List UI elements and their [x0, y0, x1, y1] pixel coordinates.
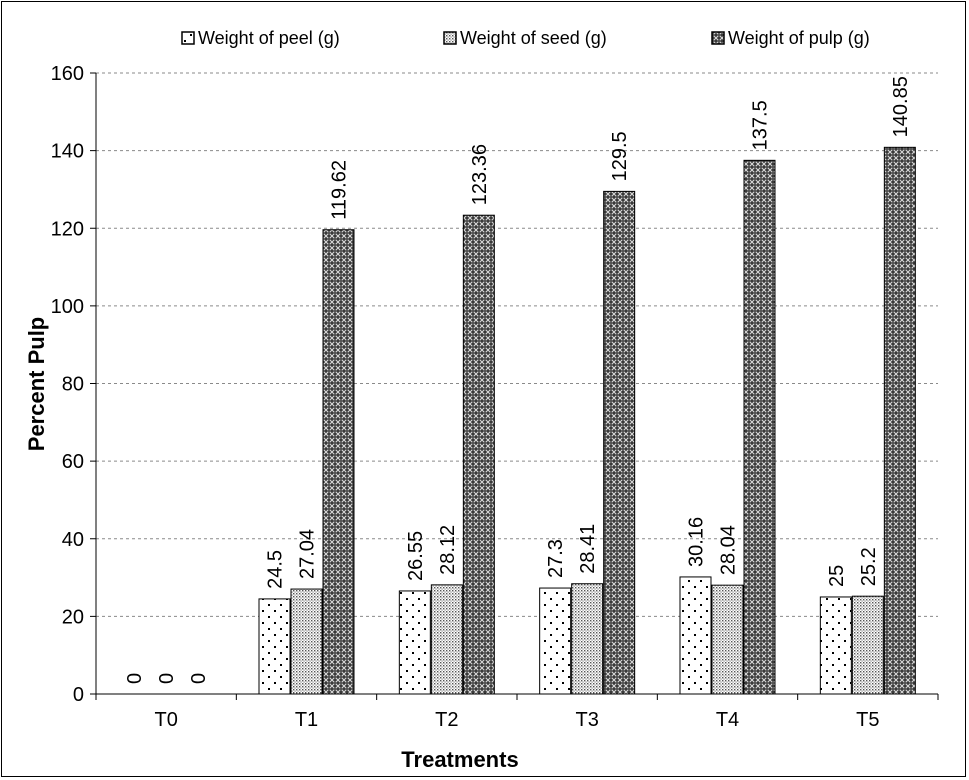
data-label-T0-series-2: 0: [156, 673, 178, 684]
bar-T4-series-1: [679, 576, 712, 695]
gridlines: [96, 72, 938, 617]
y-tick-label: 0: [73, 684, 84, 706]
bar-T3-series-2: [571, 583, 604, 695]
x-tick-label-T4: T4: [716, 709, 739, 731]
data-label-T4-series-2: 28.04: [718, 525, 740, 575]
x-axis-title: Treatments: [401, 747, 518, 772]
data-label-T4-series-3: 137.5: [750, 100, 772, 150]
bar-T2-series-1: [398, 590, 431, 695]
bar-T5-series-3: [883, 146, 916, 695]
y-tick-label: 80: [62, 374, 84, 396]
x-tick-label-T3: T3: [575, 709, 598, 731]
legend-label-2: Weight of seed (g): [460, 28, 607, 48]
data-label-T2-series-2: 28.12: [437, 525, 459, 575]
data-label-T2-series-1: 26.55: [405, 531, 427, 581]
bar-T1-series-2: [290, 588, 323, 695]
legend-label-3: Weight of pulp (g): [728, 28, 870, 48]
data-label-T5-series-1: 25: [826, 565, 848, 587]
y-tick-label: 100: [51, 296, 84, 318]
data-label-T1-series-1: 24.5: [265, 550, 287, 589]
data-label-T5-series-3: 140.85: [890, 76, 912, 137]
legend: Weight of peel (g) Weight of seed (g) Weig…: [181, 28, 870, 48]
bar-T1-series-3: [322, 229, 355, 695]
x-tick-label-T0: T0: [154, 709, 177, 731]
bar-T3-series-1: [539, 587, 572, 695]
x-tick-label-T1: T1: [295, 709, 318, 731]
bar-T2-series-2: [430, 584, 463, 695]
y-tick-label: 20: [62, 606, 84, 628]
x-tick-label-T5: T5: [856, 709, 879, 731]
legend-swatch-2: [443, 31, 457, 45]
data-label-T4-series-1: 30.16: [686, 517, 708, 567]
bar-T5-series-1: [819, 596, 852, 695]
data-label-T0-series-3: 0: [188, 673, 210, 684]
bar-T1-series-1: [258, 598, 291, 695]
y-tick-label: 40: [62, 529, 84, 551]
data-label-T3-series-3: 129.5: [609, 131, 631, 181]
bar-T3-series-3: [603, 190, 636, 695]
data-label-T5-series-2: 25.2: [858, 547, 880, 586]
legend-swatch-3: [711, 31, 725, 45]
axes: 0 20 40 60 80 100 120 140 160 T0 T1 T2 T3 T4 T5: [51, 63, 939, 731]
y-tick-label: 140: [51, 141, 84, 163]
data-label-T2-series-3: 123.36: [469, 144, 491, 205]
y-tick-label: 60: [62, 451, 84, 473]
data-label-T1-series-2: 27.04: [297, 529, 319, 579]
y-axis-title: Percent Pulp: [24, 317, 49, 451]
legend-swatch-1: [181, 31, 195, 45]
bars: [258, 146, 916, 695]
x-tick-label-T2: T2: [435, 709, 458, 731]
bar-T5-series-2: [851, 595, 884, 695]
bar-T4-series-3: [743, 159, 776, 695]
bar-T2-series-3: [462, 214, 495, 695]
data-label-T3-series-2: 28.41: [577, 524, 599, 574]
legend-label-1: Weight of peel (g): [198, 28, 340, 48]
y-tick-label: 160: [51, 63, 84, 85]
y-tick-label: 120: [51, 218, 84, 240]
data-label-T0-series-1: 0: [124, 673, 146, 684]
bar-T4-series-2: [711, 584, 744, 695]
data-labels: 0 24.5 26.55 27.3 30.16 25 0 27.04 28.12 28.41 28.…: [124, 76, 912, 684]
data-label-T1-series-3: 119.62: [329, 160, 351, 220]
data-label-T3-series-1: 27.3: [545, 539, 567, 578]
